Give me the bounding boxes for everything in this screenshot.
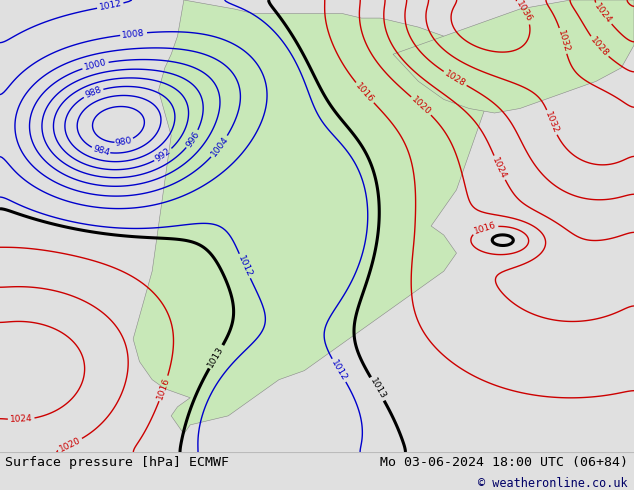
Text: 1020: 1020 bbox=[410, 95, 432, 117]
Text: 980: 980 bbox=[113, 136, 133, 147]
Text: 1016: 1016 bbox=[354, 81, 376, 104]
Text: 992: 992 bbox=[153, 147, 173, 164]
Text: 996: 996 bbox=[184, 129, 201, 149]
Text: 1012: 1012 bbox=[236, 254, 254, 278]
Text: 1000: 1000 bbox=[83, 58, 108, 72]
Text: 1008: 1008 bbox=[122, 28, 145, 40]
Text: 1036: 1036 bbox=[515, 0, 534, 24]
Text: 1028: 1028 bbox=[443, 69, 467, 88]
Text: 1024: 1024 bbox=[491, 156, 508, 180]
Text: 1020: 1020 bbox=[58, 436, 82, 454]
Text: 1013: 1013 bbox=[206, 344, 226, 369]
Text: © weatheronline.co.uk: © weatheronline.co.uk bbox=[478, 477, 628, 490]
Text: 1016: 1016 bbox=[473, 220, 497, 236]
Text: 1024: 1024 bbox=[10, 415, 33, 424]
Text: 1012: 1012 bbox=[98, 0, 122, 12]
Text: 1004: 1004 bbox=[209, 135, 230, 158]
Text: 1013: 1013 bbox=[368, 377, 387, 401]
Text: 1032: 1032 bbox=[556, 28, 571, 53]
Text: 984: 984 bbox=[92, 145, 111, 158]
Text: 1024: 1024 bbox=[593, 2, 614, 25]
Text: 1012: 1012 bbox=[329, 358, 349, 383]
Text: 1028: 1028 bbox=[588, 35, 610, 58]
Text: Mo 03-06-2024 18:00 UTC (06+84): Mo 03-06-2024 18:00 UTC (06+84) bbox=[380, 456, 628, 469]
Text: 1032: 1032 bbox=[543, 110, 560, 135]
Text: 988: 988 bbox=[84, 85, 103, 100]
Text: Surface pressure [hPa] ECMWF: Surface pressure [hPa] ECMWF bbox=[5, 456, 229, 469]
Text: 1016: 1016 bbox=[156, 376, 172, 401]
